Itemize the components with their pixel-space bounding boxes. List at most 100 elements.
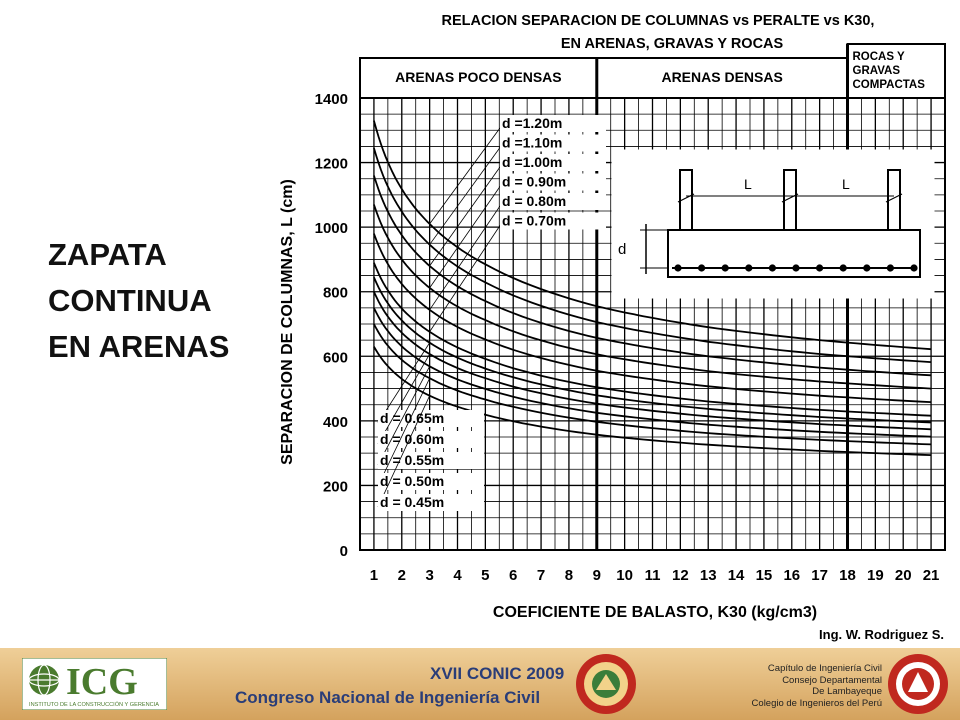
series-curve [373,307,932,438]
chapter-info: Capítulo de Ingeniería Civil Consejo Dep… [752,663,882,709]
series-curve [373,120,932,351]
series-curve [373,147,932,363]
chapter-line-3: De Lambayeque [812,686,882,697]
y-tick-label: 800 [323,285,348,302]
footing-inset-diagram: L Ld [611,149,935,299]
series-label-bg [500,173,606,191]
inset-rebar-dot [698,264,706,272]
series-leader-line [377,342,430,424]
chart-title-line-2: EN ARENAS, GRAVAS Y ROCAS [561,36,784,52]
series-label: d =1.10m [502,135,562,151]
series-label-bg [378,494,484,511]
cip-seal-icon [888,654,948,714]
inset-column [679,169,693,231]
series-leader-line [429,186,501,289]
chart-series [373,120,932,456]
x-tick-label: 10 [616,567,633,584]
zone-label: ROCAS Y [853,51,906,63]
x-tick-label: 13 [700,567,717,584]
x-tick-label: 12 [672,567,689,584]
inset-rebar-dot [768,264,777,272]
series-label-bg [378,452,484,469]
y-tick-label: 600 [323,349,348,366]
inset-span-label: L [744,176,752,192]
x-tick-label: 4 [453,567,462,584]
y-tick-label: 1200 [315,156,348,173]
author-credit: Ing. W. Rodriguez S. [819,627,944,642]
inset-break-line [885,193,903,203]
series-label-bg [500,134,606,152]
y-axis-label: SEPARACION DE COLUMNAS, L (cm) [279,179,296,465]
logo-wordmark: ICG [66,661,138,703]
slide-title-line-1: ZAPATA [48,237,167,272]
zone-label: ARENAS POCO DENSAS [395,69,561,85]
series-curve [373,323,932,446]
series-leader-line [377,395,431,508]
chapter-line-1: Capítulo de Ingeniería Civil [767,663,882,674]
inset-span-label: L [842,176,850,192]
inset-column [783,169,797,231]
x-tick-label: 9 [593,567,601,584]
inset-column [887,169,901,231]
series-label-bg [500,193,606,210]
y-tick-label: 1000 [315,220,348,237]
y-tick-label: 0 [340,543,348,560]
inset-rebar-dot [674,264,682,272]
inset-rebar-dot [863,264,871,272]
series-label-bg [500,115,606,132]
series-label: d =1.20m [502,115,562,131]
chart-title-line-1: RELACION SEPARACION DE COLUMNAS vs PERAL… [442,13,875,29]
x-tick-label: 17 [811,567,828,584]
series-callouts: d =1.20m d =1.10m d =1.00m d = 0.90m d = 0.8… [377,115,606,511]
x-tick-label: 11 [645,567,661,584]
series-leader-line [429,205,501,311]
y-tick-label: 400 [323,414,348,431]
zone-label: COMPACTAS [853,79,926,91]
series-curve [373,175,932,377]
x-tick-label: 15 [756,567,773,584]
inset-rebar-dot [792,264,800,272]
inset-rebar-dot [839,264,847,272]
series-label: d = 0.90m [502,174,566,190]
x-tick-label: 14 [728,567,745,584]
series-leader-line [377,353,430,445]
series-label: d = 0.70m [502,213,566,229]
x-tick-label: 6 [509,567,517,584]
series-label: d = 0.65m [380,410,444,426]
inset-rebar-dot [816,264,824,272]
x-tick-label: 3 [425,567,433,584]
series-label: d = 0.60m [380,431,444,447]
series-curve [373,262,932,417]
y-tick-label: 1400 [315,91,348,108]
x-tick-label: 19 [867,567,884,584]
series-leader-line [429,127,501,225]
series-label: d =1.00m [502,154,562,170]
series-curve [373,233,932,403]
inset-break-line [677,193,695,203]
chart: ARENAS POCO DENSAS ARENAS DENSAS ROCAS Y GR… [279,13,946,642]
x-tick-label: 2 [398,567,406,584]
x-axis-label: COEFICIENTE DE BALASTO, K30 (kg/cm3) [493,604,817,621]
x-tick-label: 7 [537,567,545,584]
series-leader-line [429,147,501,245]
inset-break-line [781,193,799,203]
x-tick-label: 5 [481,567,489,584]
x-tick-label: 8 [565,567,573,584]
chart-axes [359,97,946,551]
series-label-bg [500,154,606,171]
zone-label: ARENAS DENSAS [661,69,782,85]
congress-name: Congreso Nacional de Ingeniería Civil [235,688,541,707]
inset-rebar-dot [886,264,895,272]
series-leader-line [377,366,430,466]
conic-seal-icon [576,654,636,714]
congress-edition: XVII CONIC 2009 [430,664,565,683]
soil-zone-header: ARENAS POCO DENSAS ARENAS DENSAS ROCAS Y GR… [359,43,946,550]
inset-rebar-dot [745,264,753,272]
x-tick-label: 16 [783,567,800,584]
slide-title: ZAPATA CONTINUA EN ARENAS [48,232,278,370]
series-leader-line [429,225,501,332]
series-curve [373,291,932,431]
slide-title-line-2: CONTINUA [48,283,212,318]
x-tick-label: 18 [839,567,856,584]
